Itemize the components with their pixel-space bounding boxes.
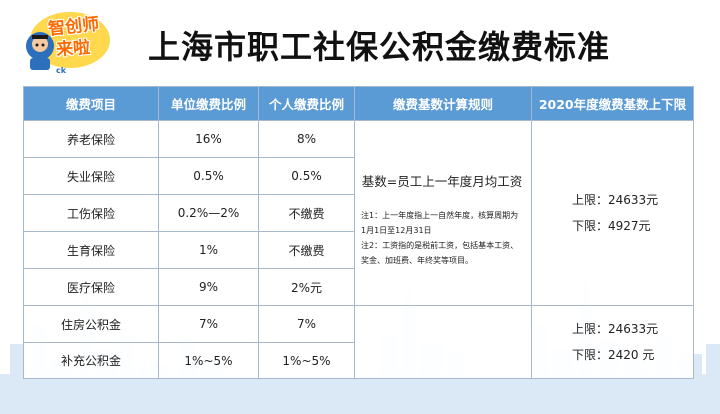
cell-item: 工伤保险: [23, 194, 159, 232]
cell-item: 补充公积金: [23, 342, 159, 379]
fund-lower-limit: 下限：2420 元: [572, 348, 655, 362]
table-row: 生育保险 1% 不缴费: [23, 231, 694, 269]
cell-unit-ratio: 1%: [158, 231, 259, 269]
table-row: 养老保险 16% 8% 基数=员工上一年度月均工资 注1：上一年度指上一自然年度…: [23, 120, 694, 306]
cell-personal-ratio: 不缴费: [258, 231, 355, 269]
table-row: 住房公积金 7% 7% 上限：24633元 下限：2420 元: [23, 305, 694, 379]
cell-unit-ratio: 7%: [158, 305, 259, 343]
mascot-icon: [26, 12, 110, 70]
table-row: 失业保险 0.5% 0.5%: [23, 157, 694, 195]
page-title: 上海市职工社保公积金缴费标准: [148, 28, 611, 66]
contribution-table: 缴费项目 单位缴费比例 个人缴费比例 缴费基数计算规则 2020年度缴费基数上下…: [23, 86, 694, 379]
cell-item: 住房公积金: [23, 305, 159, 343]
header-base-limits: 2020年度缴费基数上下限: [531, 86, 694, 121]
base-rule-note-2: 注2：工资指的是税前工资，包括基本工资、奖金、加班费、年终奖等项目。: [361, 240, 519, 265]
social-upper-limit: 上限：24633元: [572, 193, 659, 207]
logo-tag: ck: [56, 66, 67, 75]
fund-upper-limit: 上限：24633元: [572, 322, 659, 336]
header-item: 缴费项目: [23, 86, 159, 121]
cell-social-limits: 上限：24633元 下限：4927元: [531, 120, 694, 306]
cell-unit-ratio: 1%~5%: [158, 342, 259, 379]
cell-item: 养老保险: [23, 120, 159, 158]
table-header-row: 缴费项目 单位缴费比例 个人缴费比例 缴费基数计算规则 2020年度缴费基数上下…: [23, 86, 694, 121]
social-lower-limit: 下限：4927元: [572, 219, 651, 233]
header-base-rule: 缴费基数计算规则: [354, 86, 532, 121]
cell-unit-ratio: 9%: [158, 268, 259, 306]
cell-unit-ratio: 0.2%—2%: [158, 194, 259, 232]
cell-personal-ratio: 8%: [258, 120, 355, 158]
header-unit-ratio: 单位缴费比例: [158, 86, 259, 121]
base-rule-note-1: 注1：上一年度指上一自然年度，核算周期为1月1日至12月31日: [361, 210, 519, 235]
logo-text-line2: 来啦: [55, 37, 91, 61]
cell-item: 失业保险: [23, 157, 159, 195]
cell-item: 生育保险: [23, 231, 159, 269]
cell-personal-ratio: 不缴费: [258, 194, 355, 232]
cell-fund-limits: 上限：24633元 下限：2420 元: [531, 305, 694, 379]
cell-personal-ratio: 1%~5%: [258, 342, 355, 379]
cell-base-rule: 基数=员工上一年度月均工资 注1：上一年度指上一自然年度，核算周期为1月1日至1…: [354, 120, 532, 306]
base-rule-formula: 基数=员工上一年度月均工资: [361, 173, 523, 189]
cell-base-rule-empty: [354, 305, 532, 379]
brand-logo: 智创师 来啦 ck: [22, 8, 114, 78]
table-row: 医疗保险 9% 2%元: [23, 268, 694, 306]
cell-personal-ratio: 0.5%: [258, 157, 355, 195]
cell-personal-ratio: 7%: [258, 305, 355, 343]
cell-unit-ratio: 0.5%: [158, 157, 259, 195]
cell-personal-ratio: 2%元: [258, 268, 355, 306]
table-row: 补充公积金 1%~5% 1%~5%: [23, 342, 694, 379]
cell-item: 医疗保险: [23, 268, 159, 306]
table-row: 工伤保险 0.2%—2% 不缴费: [23, 194, 694, 232]
cell-unit-ratio: 16%: [158, 120, 259, 158]
header-personal-ratio: 个人缴费比例: [258, 86, 355, 121]
